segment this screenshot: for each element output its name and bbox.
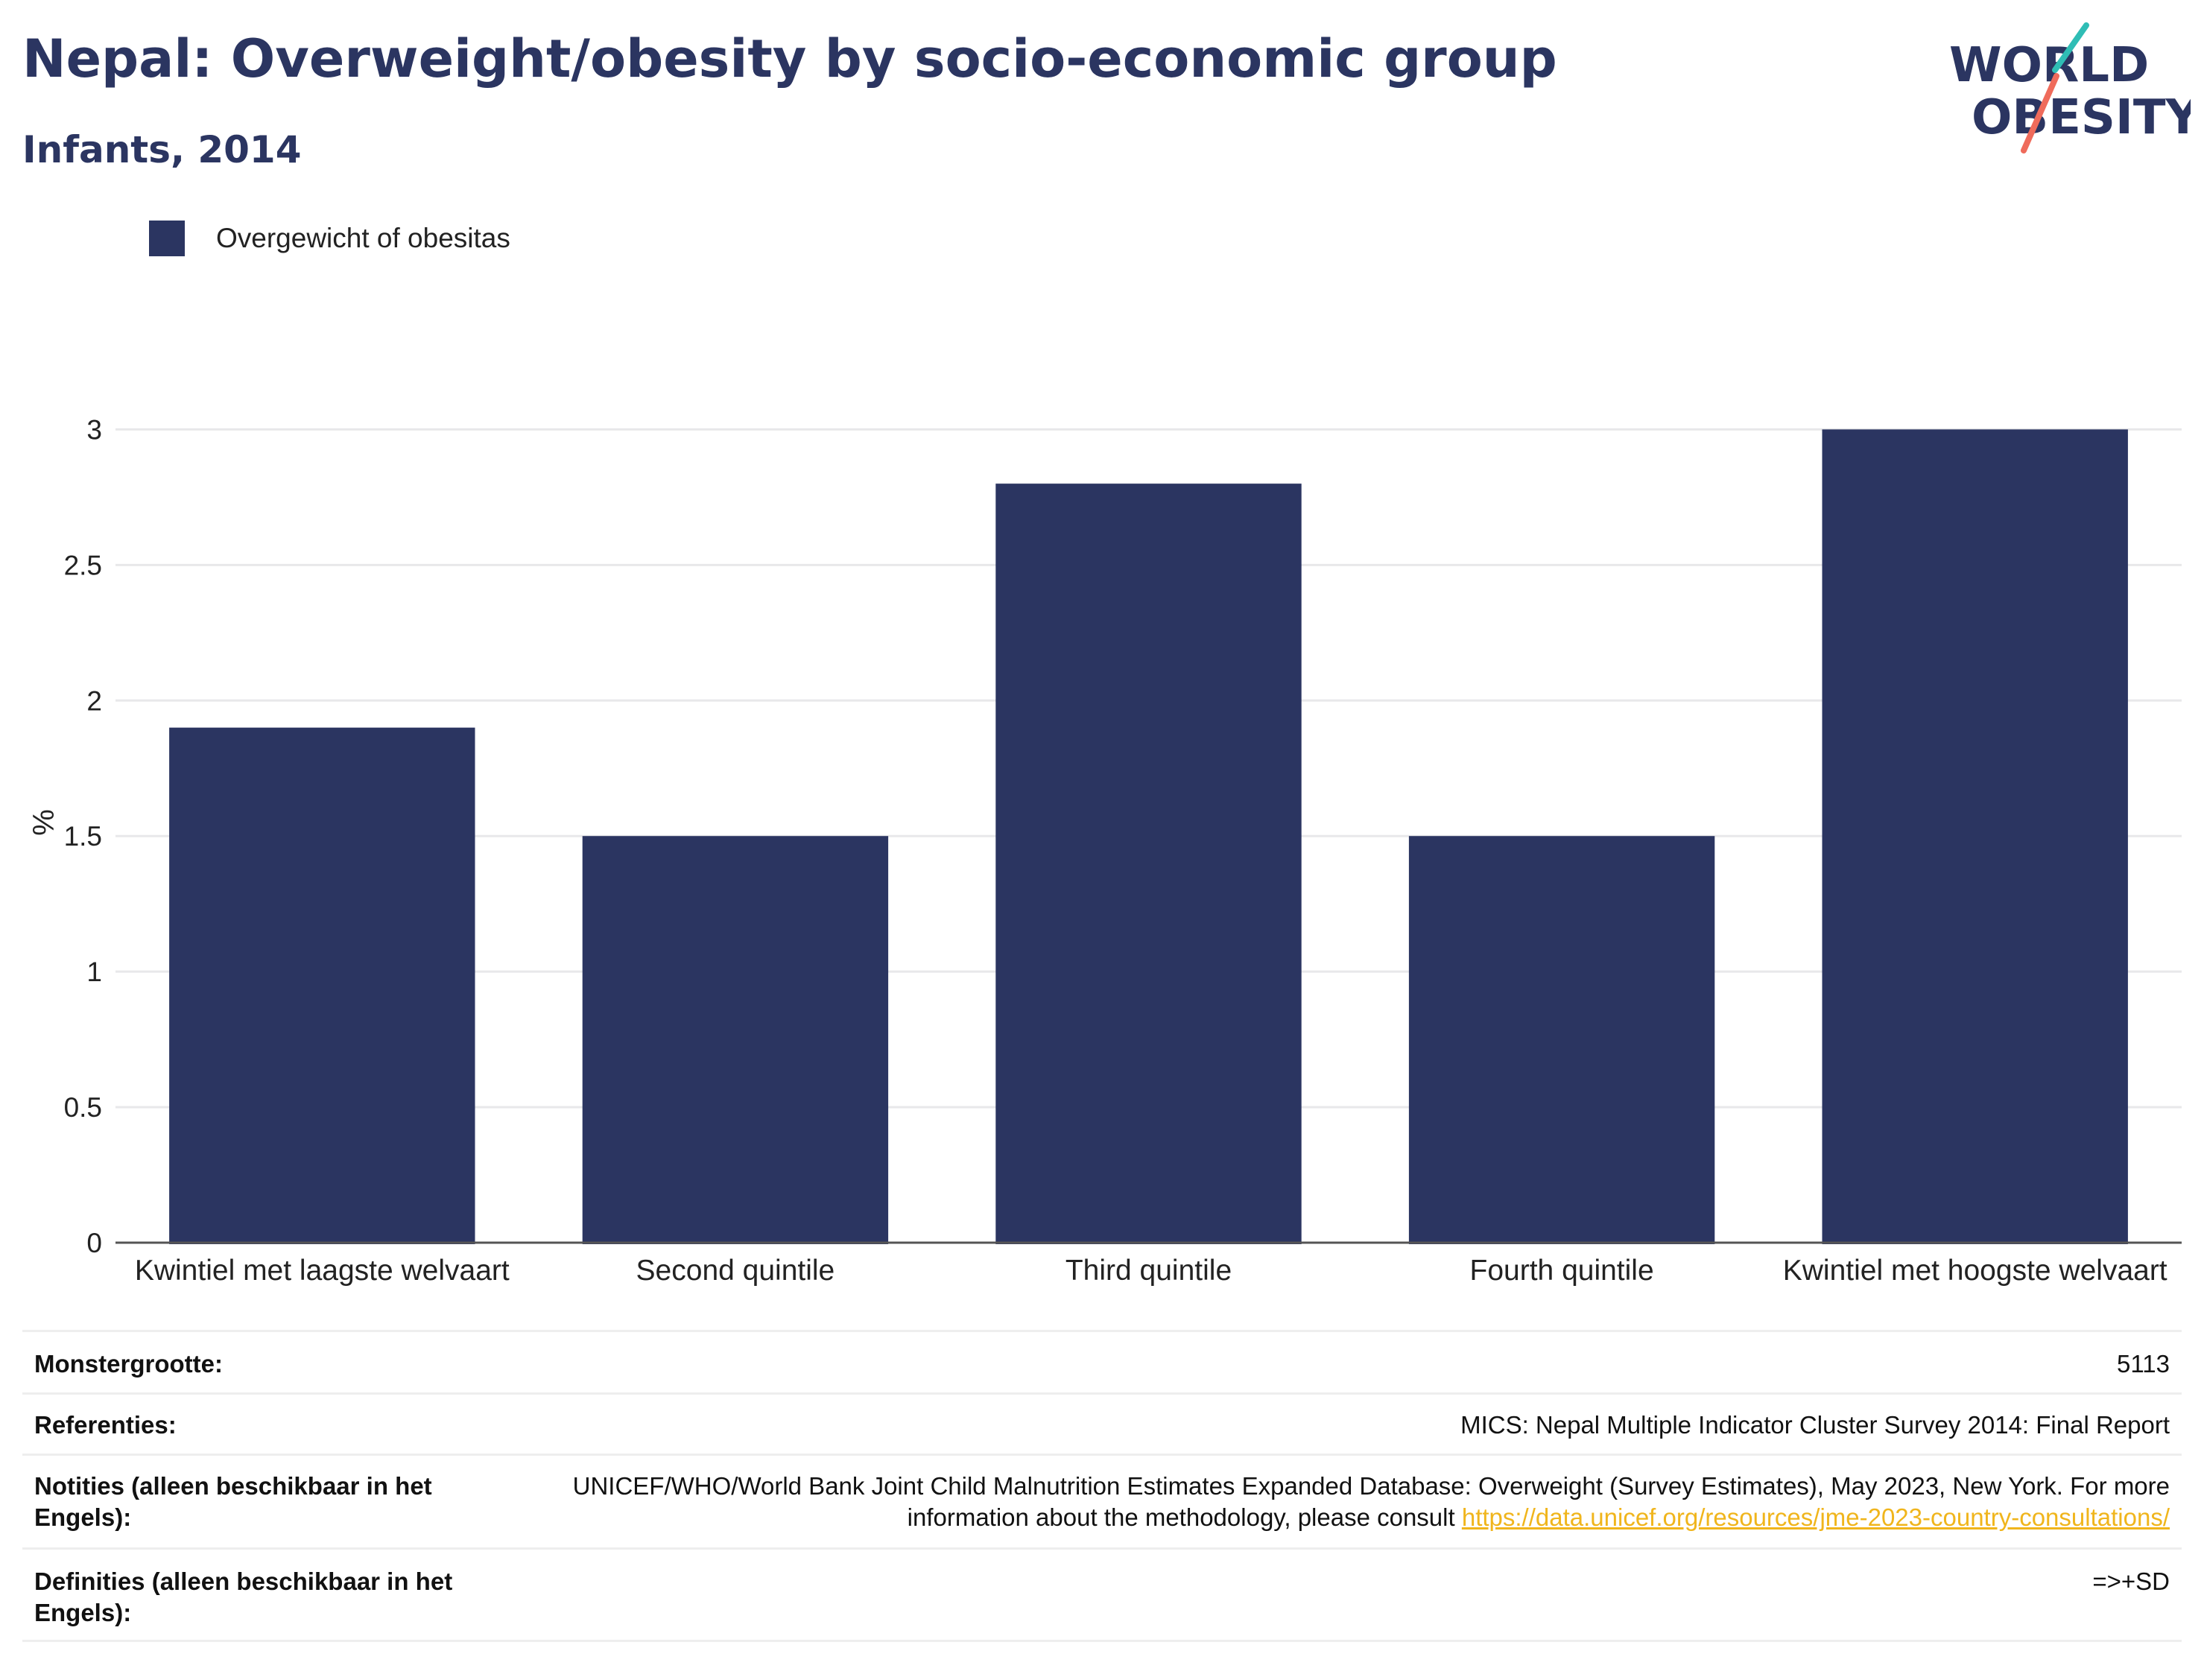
logo-line1: WORLD <box>1949 38 2149 93</box>
y-tick-label: 2 <box>86 685 102 716</box>
bar[interactable] <box>169 727 475 1244</box>
y-tick-label: 0.5 <box>64 1092 102 1123</box>
bar[interactable] <box>1822 429 2128 1244</box>
x-tick-label: Kwintiel met hoogste welvaart <box>1783 1255 2167 1287</box>
y-axis-title: % <box>28 809 60 836</box>
bar[interactable] <box>995 484 1302 1244</box>
footer-key: Referenties: <box>34 1411 177 1439</box>
notes-text: UNICEF/WHO/World Bank Joint Child Malnut… <box>572 1472 2170 1531</box>
footer-row-definitions: Definities (alleen beschikbaar in het En… <box>22 1550 2182 1642</box>
world-obesity-logo: WORLD OBESITY <box>1949 22 2191 153</box>
x-tick-label: Third quintile <box>1065 1255 1232 1287</box>
logo-slash-coral <box>2021 73 2059 153</box>
footer-row-sample-size: Monstergrootte: 5113 <box>22 1332 2182 1395</box>
footer-key: Definities (alleen beschikbaar in het En… <box>34 1568 453 1626</box>
footer-value: UNICEF/WHO/World Bank Joint Child Malnut… <box>568 1471 2182 1533</box>
bar-chart: 0 0.5 1 1.5 2 2.5 3% Kwintiel met laagste welva… <box>28 414 2182 1287</box>
y-tick-label: 1 <box>86 957 102 987</box>
bar[interactable] <box>1408 836 1715 1244</box>
y-tick-label: 3 <box>86 414 102 445</box>
logo-slash-teal <box>2052 22 2089 73</box>
footer-key: Monstergrootte: <box>34 1350 223 1378</box>
y-tick-label: 1.5 <box>64 821 102 852</box>
y-tick-label: 2.5 <box>64 550 102 580</box>
footer-key: Notities (alleen beschikbaar in het Enge… <box>34 1472 432 1531</box>
legend-swatch[interactable] <box>149 221 185 256</box>
chart-legend: Overgewicht of obesitas <box>149 221 510 256</box>
legend-label[interactable]: Overgewicht of obesitas <box>216 223 510 253</box>
bar[interactable] <box>582 836 889 1244</box>
footer-row-notes: Notities (alleen beschikbaar in het Enge… <box>22 1456 2182 1550</box>
x-tick-label: Fourth quintile <box>1470 1255 1654 1287</box>
y-tick-label: 0 <box>86 1228 102 1258</box>
footer-value: MICS: Nepal Multiple Indicator Cluster S… <box>1460 1411 2170 1439</box>
footer-value: =>+SD <box>2092 1568 2170 1595</box>
x-tick-label: Kwintiel met laagste welvaart <box>135 1255 510 1287</box>
footer-row-references: Referenties: MICS: Nepal Multiple Indica… <box>22 1395 2182 1456</box>
footer-value: 5113 <box>2117 1350 2170 1378</box>
chart-title: Nepal: Overweight/obesity by socio-econo… <box>22 28 1557 89</box>
x-tick-label: Second quintile <box>636 1255 835 1287</box>
metadata-table: Monstergrootte: 5113 Referenties: MICS: … <box>22 1330 2182 1642</box>
methodology-link[interactable]: https://data.unicef.org/resources/jme-20… <box>1461 1503 2170 1531</box>
logo-line2: OBESITY <box>1972 90 2191 145</box>
chart-subtitle: Infants, 2014 <box>22 128 302 171</box>
